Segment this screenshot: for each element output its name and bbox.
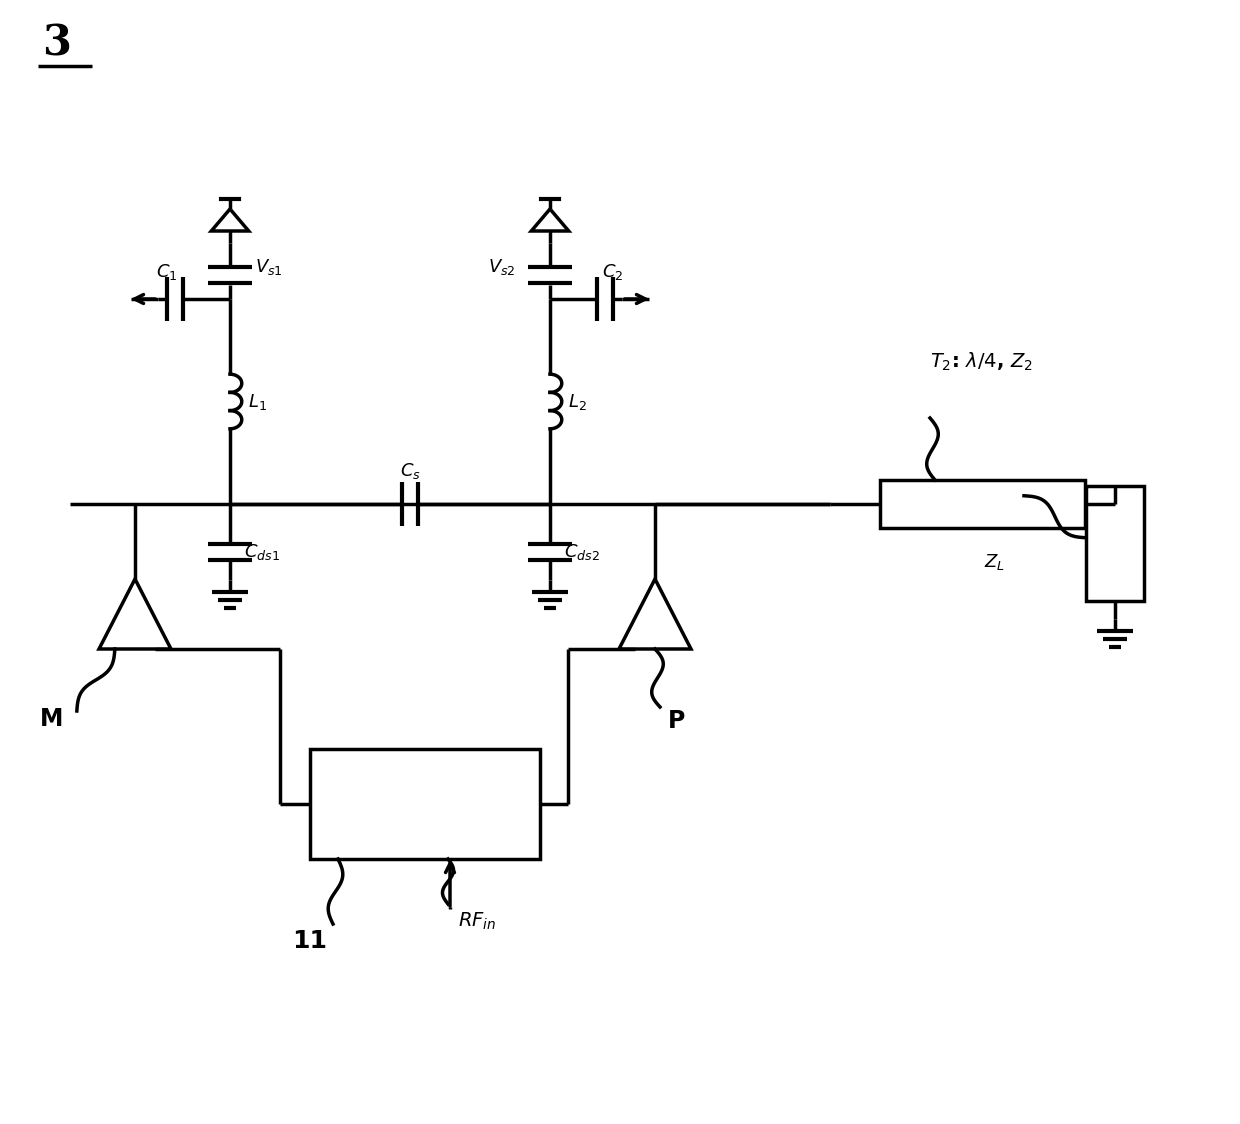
Text: $C_{ds2}$: $C_{ds2}$ <box>564 542 600 562</box>
Text: 3: 3 <box>42 22 71 64</box>
Text: P: P <box>668 709 686 733</box>
Text: $V_{s1}$: $V_{s1}$ <box>255 257 283 277</box>
Text: M: M <box>41 707 63 731</box>
Text: $V_{s2}$: $V_{s2}$ <box>489 257 516 277</box>
Text: $C_1$: $C_1$ <box>156 262 177 282</box>
Text: $L_2$: $L_2$ <box>568 391 587 411</box>
Text: $RF_{in}$: $RF_{in}$ <box>458 910 496 932</box>
Text: $C_{ds1}$: $C_{ds1}$ <box>244 542 280 562</box>
Bar <box>880 480 1085 528</box>
Text: $T_2$: $\lambda/4$, $Z_2$: $T_2$: $\lambda/4$, $Z_2$ <box>930 351 1033 373</box>
Text: $C_s$: $C_s$ <box>399 461 420 481</box>
Text: 11: 11 <box>293 930 327 953</box>
Text: $C_2$: $C_2$ <box>603 262 624 282</box>
Text: $L_1$: $L_1$ <box>248 391 267 411</box>
Bar <box>310 749 539 859</box>
Bar <box>1086 486 1145 601</box>
Text: $Z_L$: $Z_L$ <box>985 552 1006 572</box>
